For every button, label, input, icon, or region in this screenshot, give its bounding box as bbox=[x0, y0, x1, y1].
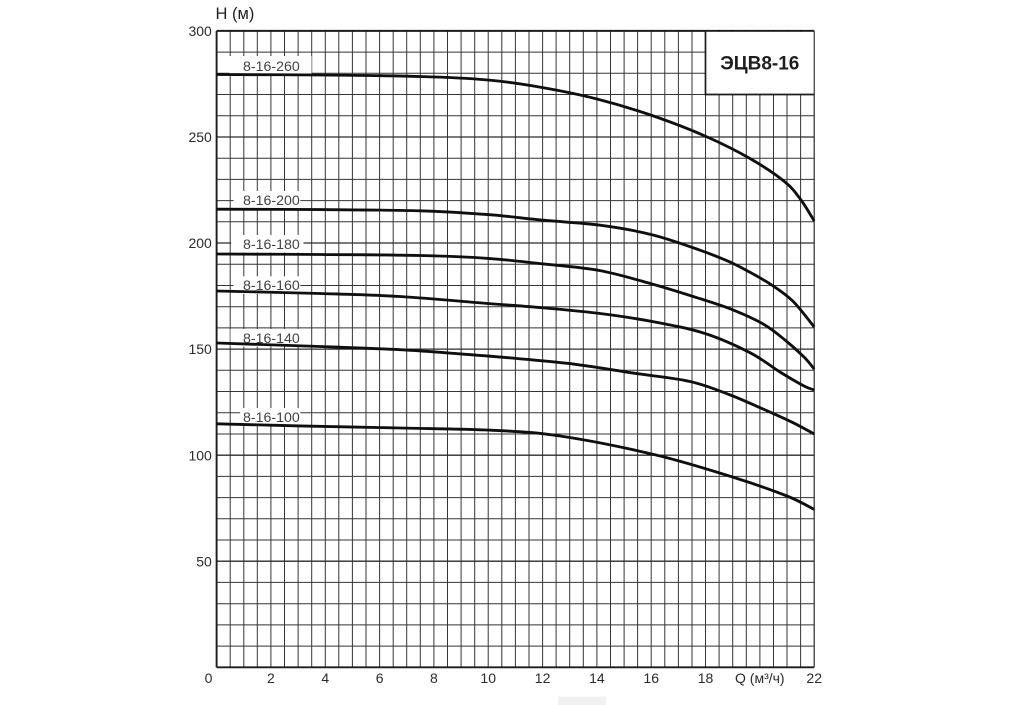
svg-text:2: 2 bbox=[267, 670, 275, 686]
svg-text:8-16-140: 8-16-140 bbox=[243, 331, 300, 347]
svg-text:0: 0 bbox=[205, 670, 213, 686]
svg-text:6: 6 bbox=[376, 670, 384, 686]
svg-text:8-16-160: 8-16-160 bbox=[243, 278, 300, 294]
svg-text:50: 50 bbox=[196, 553, 212, 569]
svg-text:12: 12 bbox=[535, 670, 551, 686]
svg-text:16: 16 bbox=[643, 670, 659, 686]
svg-text:10: 10 bbox=[480, 670, 496, 686]
svg-text:100: 100 bbox=[188, 447, 212, 463]
svg-text:8: 8 bbox=[430, 670, 438, 686]
svg-text:18: 18 bbox=[698, 670, 714, 686]
svg-text:4: 4 bbox=[321, 670, 329, 686]
svg-text:Q (м³/ч): Q (м³/ч) bbox=[735, 670, 785, 686]
svg-text:ЭЦВ8-16: ЭЦВ8-16 bbox=[720, 53, 799, 74]
svg-text:8-16-200: 8-16-200 bbox=[243, 193, 300, 209]
svg-text:14: 14 bbox=[589, 670, 605, 686]
svg-text:22: 22 bbox=[806, 670, 822, 686]
svg-text:Н (м): Н (м) bbox=[216, 5, 255, 23]
svg-text:150: 150 bbox=[188, 341, 212, 357]
svg-text:200: 200 bbox=[188, 235, 212, 251]
svg-text:250: 250 bbox=[188, 129, 212, 145]
svg-text:8-16-180: 8-16-180 bbox=[243, 237, 300, 253]
svg-text:8-16-260: 8-16-260 bbox=[243, 59, 300, 75]
svg-text:8-16-100: 8-16-100 bbox=[243, 410, 300, 426]
svg-text:300: 300 bbox=[188, 23, 212, 39]
